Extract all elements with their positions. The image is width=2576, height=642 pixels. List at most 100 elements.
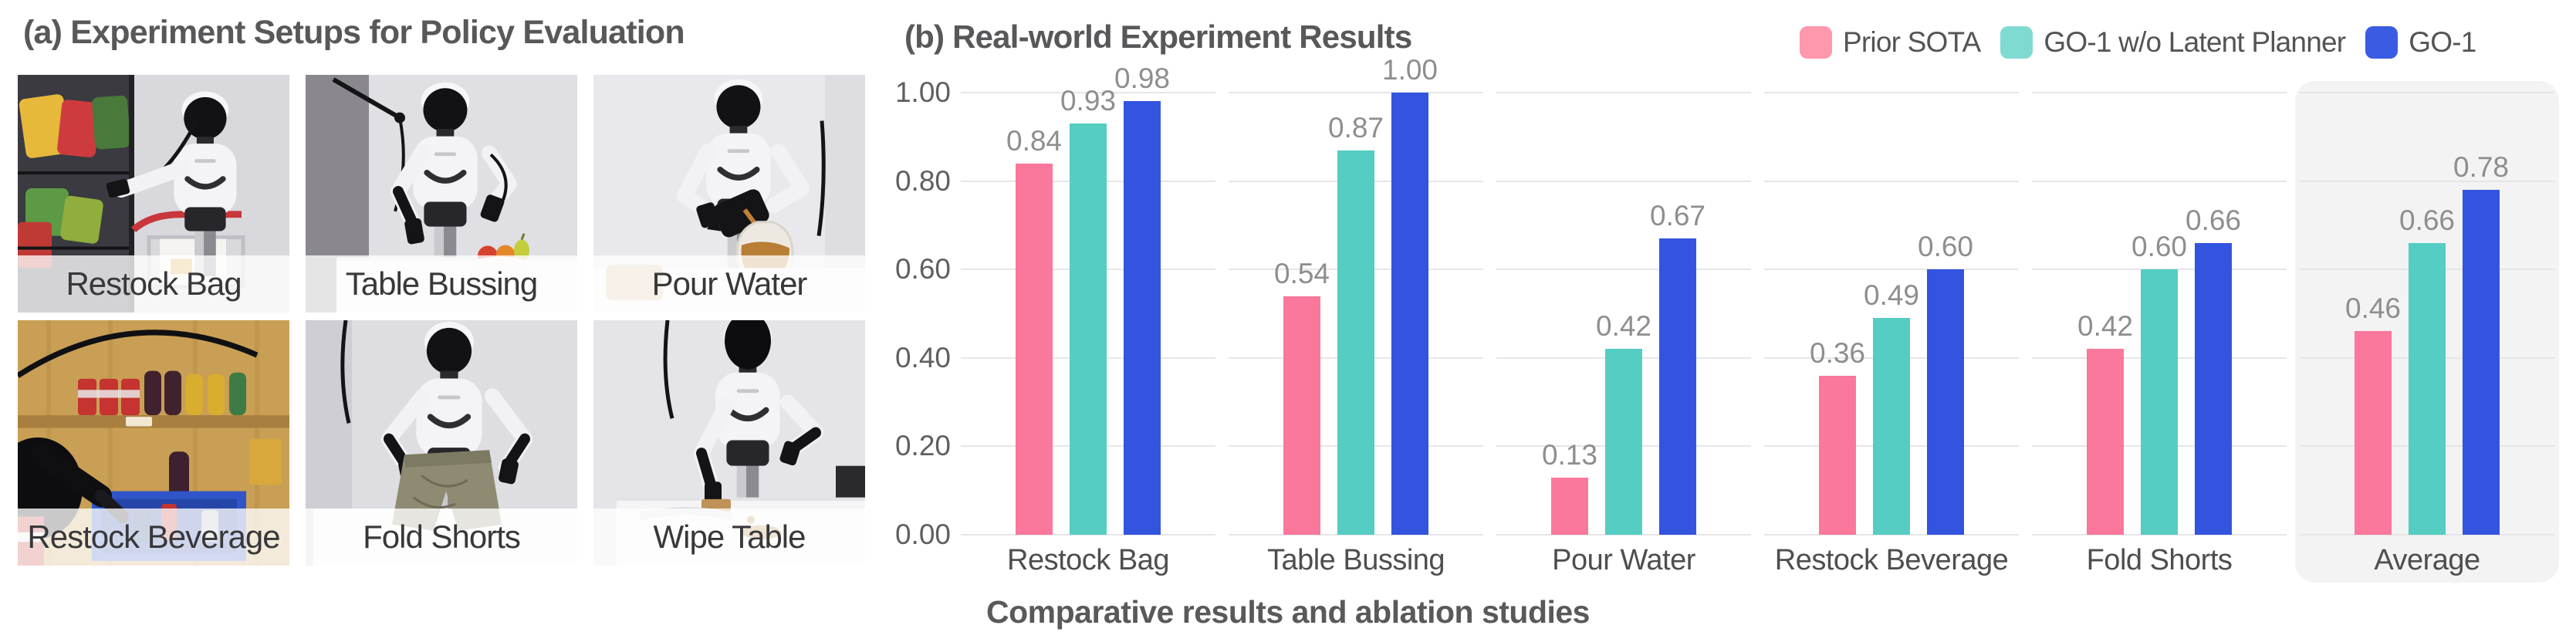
grid-line-5: [1764, 92, 2019, 93]
chart-panel-fold-shorts: 0.42 0.60 0.66 Fold Shorts: [2032, 92, 2287, 576]
bar-wrapper: 0.54: [1274, 258, 1330, 535]
setup-label-band: Restock Bag: [18, 255, 289, 313]
bar-value-label: 0.60: [1917, 231, 1974, 263]
grid-line-5: [1229, 92, 1483, 93]
chart-plot-area: 0.84 0.93 0.98 Restock Bag 0.54 0.87 1.00 Table…: [961, 54, 2559, 583]
y-tick-label-4: 0.80: [894, 164, 951, 197]
bar-go-1: [1659, 238, 1696, 535]
bar-group: 0.46 0.66 0.78: [2300, 151, 2554, 535]
legend-label-2: GO-1: [2409, 26, 2476, 58]
setup-label-band: Restock Beverage: [18, 509, 289, 566]
setup-label-band: Wipe Table: [593, 509, 865, 566]
y-tick-label-3: 0.60: [894, 253, 951, 286]
legend-item-0: Prior SOTA: [1800, 26, 1981, 59]
bar-wrapper: 0.66: [2399, 204, 2455, 535]
bar-prior-sota: [2355, 331, 2392, 535]
grid-line-0: [961, 534, 1215, 536]
bar-go-1-w-o-latent-planner: [2141, 269, 2178, 535]
bar-value-label: 0.66: [2399, 204, 2456, 236]
bar-value-label: 0.46: [2344, 292, 2402, 325]
legend-swatch-1: [2000, 26, 2033, 59]
category-label: Restock Beverage: [1774, 544, 2009, 576]
figure-caption: Comparative results and ablation studies: [986, 594, 1590, 630]
grid-line-3: [1496, 269, 1751, 271]
setups-title: (a) Experiment Setups for Policy Evaluat…: [23, 14, 685, 51]
setup-label: Fold Shorts: [363, 519, 521, 555]
setup-tile-pour-water: Pour Water: [593, 75, 865, 313]
bar-go-1-w-o-latent-planner: [1070, 123, 1107, 535]
bar-wrapper: 0.98: [1114, 63, 1170, 535]
grid-line-0: [1496, 534, 1751, 536]
chart-panel-average: 0.46 0.66 0.78 Average: [2295, 81, 2559, 583]
legend-item-1: GO-1 w/o Latent Planner: [2000, 26, 2346, 59]
bar-wrapper: 0.49: [1864, 279, 1919, 535]
y-tick-label-0: 0.00: [894, 519, 951, 550]
bar-group: 0.36 0.49 0.60: [1764, 231, 2019, 535]
bar-value-label: 0.98: [1114, 63, 1171, 95]
setup-label-band: Table Bussing: [306, 255, 577, 313]
grid-line-0: [2032, 534, 2287, 536]
y-tick-label-5: 1.00: [894, 76, 951, 108]
chart-panel-pour-water: 0.13 0.42 0.67 Pour Water: [1496, 92, 1751, 576]
grid-line-4: [2300, 180, 2554, 182]
grid-line-0: [1229, 534, 1483, 536]
grid-line-0: [1764, 534, 2019, 536]
grid-line-0: [2300, 534, 2554, 536]
setup-label: Table Bussing: [345, 265, 538, 302]
bar-group: 0.54 0.87 1.00: [1229, 54, 1483, 535]
setup-tile-wipe-table: Wipe Table: [593, 320, 865, 566]
legend-swatch-2: [2365, 26, 2399, 59]
bar-value-label: 0.49: [1863, 279, 1920, 312]
legend-item-2: GO-1: [2365, 26, 2476, 59]
y-tick-label-1: 0.20: [894, 430, 951, 462]
bar-wrapper: 0.13: [1542, 439, 1597, 535]
bar-wrapper: 0.78: [2453, 151, 2509, 535]
bar-value-label: 0.42: [1595, 310, 1652, 343]
grid-line-3: [1764, 269, 2019, 271]
bar-prior-sota: [1551, 477, 1588, 535]
bar-prior-sota: [1283, 296, 1320, 535]
bar-go-1: [2463, 190, 2500, 535]
grid-line-5: [1496, 92, 1751, 93]
bar-value-label: 0.66: [2185, 204, 2242, 236]
bar-value-label: 0.78: [2453, 151, 2510, 184]
bar-value-label: 0.84: [1006, 124, 1063, 157]
chart-legend: Prior SOTA GO-1 w/o Latent Planner GO-1: [1800, 26, 2476, 59]
chart-panel-table-bussing: 0.54 0.87 1.00 Table Bussing: [1229, 54, 1483, 576]
setup-label: Restock Beverage: [27, 519, 280, 555]
legend-swatch-0: [1800, 26, 1832, 59]
setup-label: Restock Bag: [66, 265, 242, 302]
bar-wrapper: 0.87: [1328, 112, 1384, 535]
setup-label-band: Pour Water: [593, 255, 865, 313]
category-label: Average: [2374, 544, 2480, 576]
setup-tile-restock-bag: Restock Bag: [18, 75, 289, 313]
bar-prior-sota: [2087, 349, 2124, 535]
legend-label-1: GO-1 w/o Latent Planner: [2044, 26, 2346, 58]
grid-line-4: [1764, 180, 2019, 182]
bar-wrapper: 0.42: [1596, 310, 1651, 535]
category-label: Table Bussing: [1266, 544, 1445, 576]
category-label: Restock Bag: [1007, 544, 1169, 576]
bar-value-label: 0.42: [2077, 310, 2134, 343]
bar-value-label: 1.00: [1381, 54, 1438, 86]
category-label: Fold Shorts: [2086, 544, 2233, 576]
bar-group: 0.13 0.42 0.67: [1496, 200, 1751, 535]
setup-tile-fold-shorts: Fold Shorts: [306, 320, 577, 566]
bar-value-label: 0.60: [2131, 231, 2188, 263]
grid-line-5: [961, 92, 1215, 93]
bar-value-label: 0.87: [1327, 111, 1384, 144]
setup-label-band: Fold Shorts: [306, 509, 577, 566]
bar-wrapper: 0.66: [2186, 204, 2241, 535]
bar-value-label: 0.93: [1060, 85, 1117, 117]
bar-group: 0.42 0.60 0.66: [2032, 204, 2287, 535]
bar-wrapper: 0.46: [2345, 292, 2401, 535]
chart-panel-restock-beverage: 0.36 0.49 0.60 Restock Beverage: [1764, 92, 2019, 576]
bar-go-1: [2195, 242, 2232, 535]
results-title: (b) Real-world Experiment Results: [904, 19, 1412, 55]
bar-go-1-w-o-latent-planner: [1605, 349, 1642, 535]
category-label: Pour Water: [1552, 544, 1695, 576]
setup-tile-restock-beverage: Restock Beverage: [18, 320, 289, 566]
setup-label: Pour Water: [651, 265, 808, 302]
bar-go-1-w-o-latent-planner: [2409, 242, 2446, 535]
